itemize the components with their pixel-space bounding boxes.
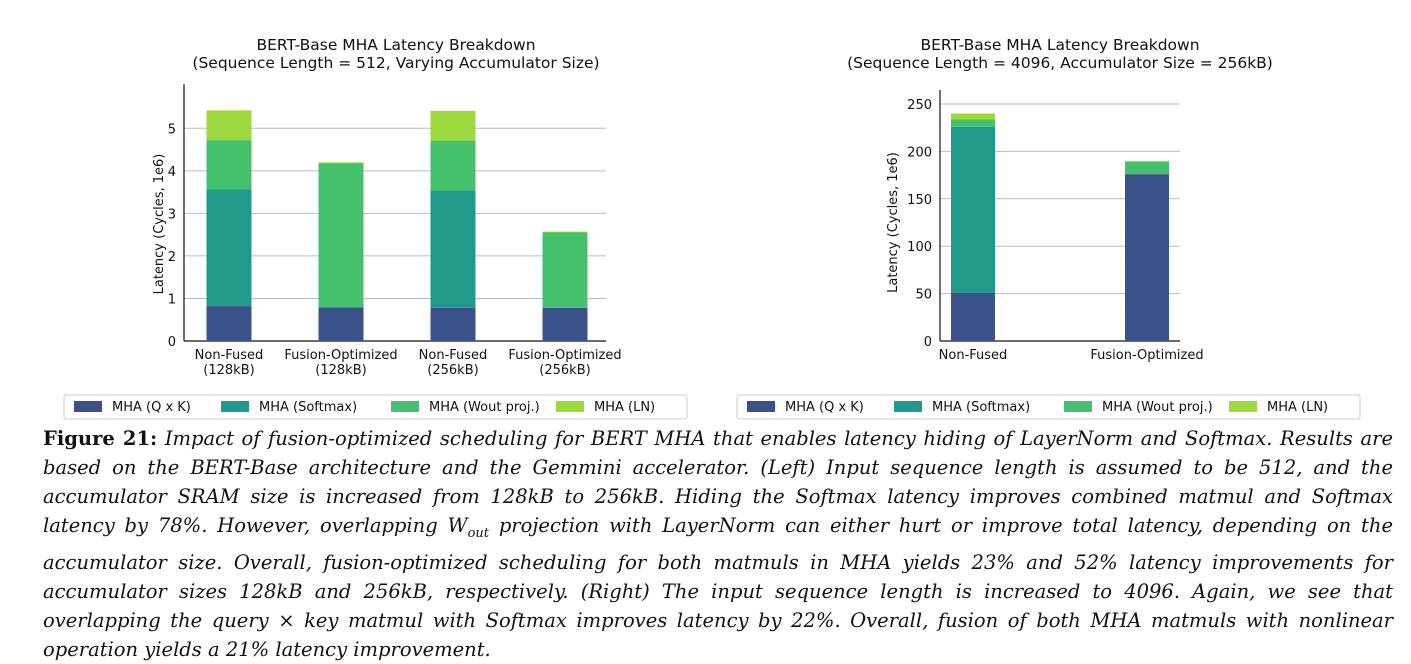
right-chart: BERT-Base MHA Latency Breakdown(Sequence… [700, 0, 1411, 420]
bar-mha-softmax-3 [431, 190, 476, 307]
chart-title: BERT-Base MHA Latency Breakdown [920, 36, 1199, 54]
legend-swatch [747, 401, 775, 412]
bar-mha-ln-2 [319, 162, 364, 163]
bar-mha-ln-1 [207, 110, 252, 140]
bar-mha-wout-proj-2 [1125, 162, 1169, 174]
legend-label: MHA (Wout proj.) [429, 400, 540, 415]
bar-mha-q-x-k-1 [207, 306, 252, 341]
x-tick-label: (256kB) [539, 363, 590, 378]
legend-swatch [1229, 401, 1257, 412]
x-tick-label: (128kB) [203, 363, 254, 378]
legend-label: MHA (Wout proj.) [1102, 400, 1213, 415]
bar-mha-q-x-k-4 [543, 308, 588, 341]
legend-label: MHA (Q x K) [112, 400, 191, 415]
figure-caption: Figure 21: Impact of fusion-optimized sc… [43, 424, 1393, 664]
x-tick-label: Fusion-Optimized [284, 348, 397, 363]
legend-swatch [391, 401, 419, 412]
y-tick-label: 5 [168, 122, 176, 137]
y-tick-label: 50 [915, 288, 932, 303]
y-tick-label: 3 [168, 207, 176, 222]
bar-mha-q-x-k-1 [951, 293, 995, 341]
legend-swatch [221, 401, 249, 412]
bar-mha-ln-2 [1125, 161, 1169, 162]
y-tick-label: 100 [907, 240, 932, 255]
legend-swatch [556, 401, 584, 412]
bar-mha-q-x-k-3 [431, 308, 476, 341]
x-tick-label: (128kB) [315, 363, 366, 378]
bar-mha-ln-4 [543, 232, 588, 233]
x-tick-label: Non-Fused [195, 348, 264, 363]
bar-mha-q-x-k-2 [1125, 174, 1169, 341]
legend-label: MHA (Q x K) [785, 400, 864, 415]
chart-subtitle: (Sequence Length = 512, Varying Accumula… [192, 54, 599, 72]
bar-mha-wout-proj-2 [319, 163, 364, 307]
bar-mha-softmax-1 [207, 190, 252, 307]
caption-subscript: out [468, 526, 489, 541]
x-tick-label: (256kB) [427, 363, 478, 378]
chart-subtitle: (Sequence Length = 4096, Accumulator Siz… [847, 54, 1273, 72]
legend-swatch [1064, 401, 1092, 412]
y-tick-label: 4 [168, 165, 176, 180]
legend-swatch [74, 401, 102, 412]
legend-label: MHA (Softmax) [932, 400, 1030, 415]
chart-title: BERT-Base MHA Latency Breakdown [256, 36, 535, 54]
bar-mha-softmax-1 [951, 127, 995, 293]
bar-mha-wout-proj-4 [543, 233, 588, 308]
legend-label: MHA (LN) [594, 400, 655, 415]
legend-swatch [894, 401, 922, 412]
bar-mha-wout-proj-1 [207, 140, 252, 189]
caption-text: Impact of fusion-optimized scheduling fo… [43, 427, 1393, 661]
x-tick-label: Fusion-Optimized [1090, 348, 1203, 363]
x-tick-label: Non-Fused [419, 348, 488, 363]
y-axis-label: Latency (Cycles, 1e6) [152, 154, 167, 295]
y-tick-label: 250 [907, 98, 932, 113]
bar-mha-wout-proj-1 [951, 119, 995, 127]
y-tick-label: 0 [168, 335, 176, 350]
bar-mha-q-x-k-2 [319, 307, 364, 341]
y-tick-label: 0 [924, 335, 932, 350]
y-tick-label: 200 [907, 145, 932, 160]
x-tick-label: Non-Fused [939, 348, 1008, 363]
bar-mha-wout-proj-3 [431, 141, 476, 191]
caption-label: Figure 21: [43, 427, 157, 450]
y-axis-label: Latency (Cycles, 1e6) [886, 152, 901, 293]
legend-label: MHA (LN) [1267, 400, 1328, 415]
left-chart: BERT-Base MHA Latency Breakdown(Sequence… [0, 0, 700, 420]
bar-mha-ln-1 [951, 113, 995, 119]
y-tick-label: 2 [168, 250, 176, 265]
legend-label: MHA (Softmax) [259, 400, 357, 415]
y-tick-label: 1 [168, 292, 176, 307]
x-tick-label: Fusion-Optimized [508, 348, 621, 363]
bar-mha-ln-3 [431, 111, 476, 141]
y-tick-label: 150 [907, 193, 932, 208]
